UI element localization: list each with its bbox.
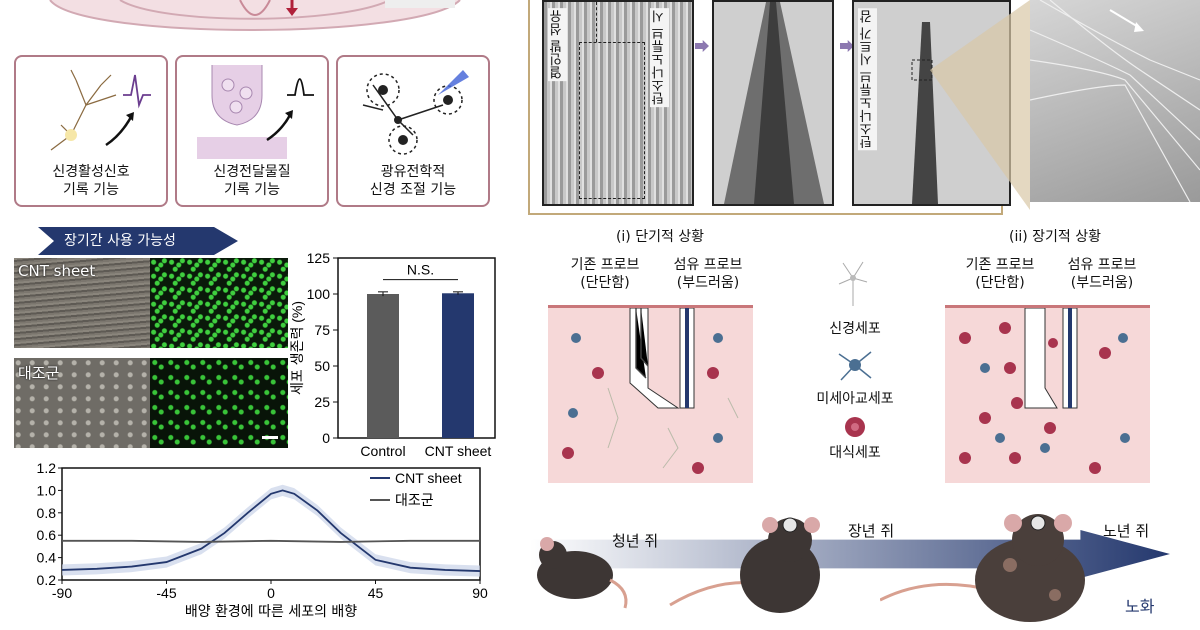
young-mouse [537, 537, 628, 609]
series-line-0 [61, 489, 481, 572]
x-tick-label: 90 [472, 585, 488, 601]
x-tick-label: Control [360, 443, 405, 459]
y-tick-label: 1.0 [37, 482, 57, 498]
card-title-line2: 기록 기능 [63, 182, 119, 198]
y-tick-label: 0 [322, 430, 330, 446]
long-term-cells [959, 308, 1130, 474]
old-mouse [880, 514, 1085, 622]
legend-label: 대조군 [395, 492, 434, 508]
card-title-line1: 광유전학적 [380, 164, 446, 180]
short-term-right-label: 섬유 프로브 (부드러움) [673, 257, 743, 291]
legend-label: CNT sheet [395, 470, 462, 486]
viability-bar-chart: 0 25 50 75 100 125 세포 생존력 (%) Control CNT sheet N… [290, 250, 496, 459]
middle-aged-mouse [669, 517, 820, 613]
arrow-icon [840, 40, 854, 52]
old-mouse-label: 노년 쥐 [1103, 522, 1150, 540]
optogenetic-icon [362, 70, 469, 155]
short-term-cells [562, 308, 739, 474]
panel-label-control: 대조군 [18, 364, 60, 382]
y-tick-label: 0.4 [37, 550, 57, 566]
synapse-icon [197, 65, 314, 159]
label-drawn-fiber: 열인발 섬유 [548, 8, 567, 82]
sem-image-2 [712, 0, 834, 206]
significance-label: N.S. [407, 262, 434, 278]
control-brightfield [14, 358, 150, 448]
long-term-right-label: 섬유 프로브 (부드러움) [1067, 257, 1137, 291]
aging-axis-label: 노화 [1125, 597, 1155, 616]
card-title-line1: 신경전달물질 [213, 164, 291, 180]
x-tick-label: -90 [52, 585, 72, 601]
cnt-sheet-fluorescence [150, 258, 288, 348]
long-term-left-label: 기존 프로브 (단단함) [965, 257, 1035, 291]
x-tick-label: 45 [368, 585, 384, 601]
card-title-line2: 신경 조절 기능 [369, 182, 457, 198]
x-tick-label: 0 [267, 585, 275, 601]
plot-frame [337, 257, 496, 439]
y-axis-label: 세포 생존력 (%) [290, 301, 305, 395]
short-term-title: (i) 단기적 상황 [615, 229, 705, 245]
card-title-line1: 신경활성신호 [52, 164, 130, 180]
y-tick-label: 50 [314, 358, 330, 374]
scale-bar [262, 436, 278, 439]
x-axis-label: 배양 환경에 따른 세포의 배향 [185, 604, 357, 620]
x-tick-label: -45 [156, 585, 176, 601]
macrophage-legend-icon [845, 417, 865, 437]
neuron-legend-icon [838, 261, 868, 306]
y-tick-label: 125 [307, 250, 331, 266]
young-mouse-label: 청년 쥐 [612, 532, 659, 550]
cnt-sheet-brightfield [14, 258, 150, 348]
arrow-icon [695, 40, 709, 52]
y-tick-label: 25 [314, 394, 330, 410]
long-term-title: (ii) 장기적 상황 [1008, 229, 1101, 245]
sem-image-4 [1030, 0, 1200, 202]
control-fluorescence [150, 358, 288, 448]
cnt-cone-shape [724, 2, 824, 204]
neuron-icon [50, 69, 151, 151]
label-cnt-wrapped: 탄소나노튜브 시트가 감 [858, 8, 877, 151]
series-line-1 [62, 539, 480, 543]
y-tick-label: 100 [307, 286, 331, 302]
microglia-legend-icon [838, 351, 872, 381]
y-tick-label: 1.2 [37, 462, 57, 476]
short-term-left-label: 기존 프로브 (단단함) [570, 257, 640, 291]
y-tick-label: 0.8 [37, 505, 57, 521]
bar-1 [442, 293, 474, 438]
legend-macrophage: 대식세포 [829, 445, 881, 461]
card-title-line2: 기록 기능 [224, 182, 280, 198]
long-term-tissue [945, 305, 1150, 483]
y-tick-label: 75 [314, 322, 330, 338]
short-term-tissue [548, 305, 753, 483]
label-cnt-sheet: 탄소나노튜브 시 [650, 8, 669, 108]
brain-illustration [49, 0, 461, 31]
y-tick-label: 0.2 [37, 572, 57, 588]
legend-neuron: 신경세포 [829, 321, 881, 337]
fiber-closeup [1030, 0, 1200, 202]
bar-0 [367, 294, 399, 438]
orientation-line-chart: 0.2 0.4 0.6 0.8 1.0 1.2 -90 -45 0 45 90 배양 환경에 따른 세… [37, 462, 488, 620]
middle-aged-mouse-label: 장년 쥐 [848, 522, 895, 540]
y-tick-label: 0.6 [37, 527, 57, 543]
legend-microglia: 미세아교세포 [816, 391, 894, 407]
panel-label-cnt: CNT sheet [18, 262, 96, 280]
longterm-banner: 장기간 사용 가능성 [38, 227, 238, 255]
zoom-wedge [930, 0, 1030, 210]
x-tick-label: CNT sheet [425, 443, 492, 459]
